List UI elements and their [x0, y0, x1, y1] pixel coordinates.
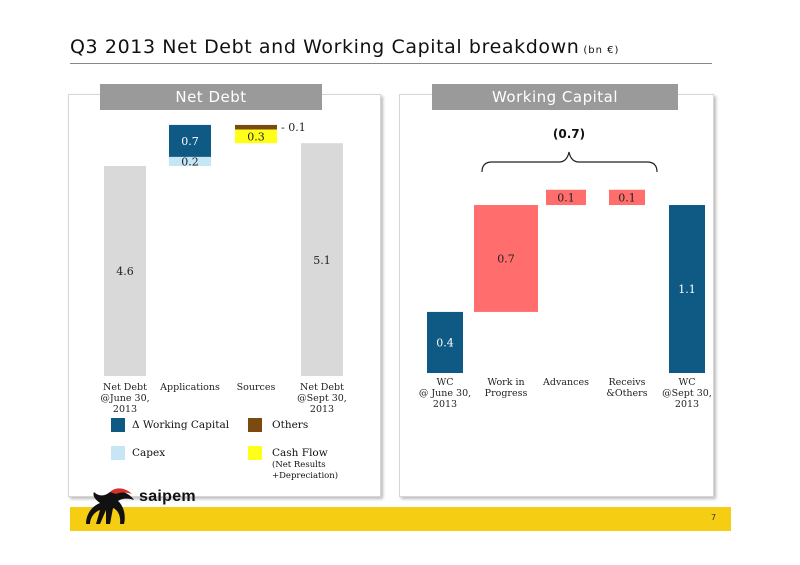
page-title: Q3 2013 Net Debt and Working Capital bre… — [70, 36, 619, 58]
brace-bracket — [481, 151, 658, 173]
working-capital-header: Working Capital — [432, 84, 678, 110]
bar-capex-1 — [169, 156, 211, 167]
page-number: 7 — [711, 513, 717, 522]
bar-grey-bar-0 — [104, 166, 146, 376]
wc-category-label-3: Receivs &Others — [606, 377, 648, 399]
six-legged-dog-logo-icon — [86, 488, 134, 524]
category-label-2: Sources — [236, 382, 276, 393]
legend-swatch-capex — [111, 446, 125, 460]
wc-category-label-1: Work in Progress — [484, 377, 528, 399]
brace-annotation: (0.7) — [553, 127, 585, 141]
data-label-wc-2: 0.1 — [557, 191, 575, 204]
legend-swatch-others — [248, 418, 262, 432]
legend-others: Others — [272, 419, 309, 431]
bar-working-capital-1 — [169, 124, 211, 157]
working-capital-panel — [399, 94, 714, 497]
title-text: Q3 2013 Net Debt and Working Capital bre… — [70, 36, 580, 58]
bar-cash-flow-2 — [235, 129, 277, 144]
wc-category-label-4: WC @Sept 30, 2013 — [662, 377, 712, 410]
net-debt-header: Net Debt — [100, 84, 322, 110]
category-label-3: Net Debt @Sept 30, 2013 — [297, 382, 347, 415]
data-label-cash-flow-2: 0.3 — [247, 130, 265, 143]
wc-category-label-2: Advances — [543, 377, 589, 388]
bar-grey-bar-3 — [301, 143, 343, 376]
legend-working-capital: Δ Working Capital — [132, 419, 230, 431]
company-logo-text: saipem — [139, 488, 196, 505]
wc-category-label-0: WC @ June 30, 2013 — [418, 377, 472, 410]
category-label-1: Applications — [160, 382, 220, 393]
bar-wc-2 — [546, 189, 586, 206]
bar-wc-0 — [427, 311, 463, 373]
data-label-grey-bar-0: 4.6 — [116, 265, 134, 278]
data-label-others: - 0.1 — [281, 121, 306, 134]
data-label-wc-0: 0.4 — [436, 336, 454, 349]
footer-band — [70, 507, 731, 531]
bar-others-2 — [235, 124, 277, 130]
legend-cash-flow: Cash Flow — [272, 447, 328, 459]
legend-swatch-cash-flow — [248, 446, 262, 460]
data-label-working-capital-1: 0.7 — [181, 135, 199, 148]
title-unit: (bn €) — [583, 45, 620, 56]
legend-swatch-working-capital — [111, 418, 125, 432]
title-divider — [70, 63, 712, 64]
legend-cash-flow-note: (Net Results +Depreciation) — [272, 460, 339, 481]
data-label-wc-4: 1.1 — [678, 283, 696, 296]
bar-wc-4 — [669, 205, 705, 373]
data-label-grey-bar-3: 5.1 — [313, 254, 331, 267]
data-label-wc-3: 0.1 — [618, 191, 636, 204]
data-label-wc-1: 0.7 — [497, 252, 515, 265]
bar-wc-3 — [609, 189, 645, 206]
category-label-0: Net Debt @June 30, 2013 — [100, 382, 150, 415]
legend-capex: Capex — [132, 447, 166, 459]
data-label-capex-1: 0.2 — [181, 155, 199, 168]
bar-wc-1 — [474, 205, 538, 312]
